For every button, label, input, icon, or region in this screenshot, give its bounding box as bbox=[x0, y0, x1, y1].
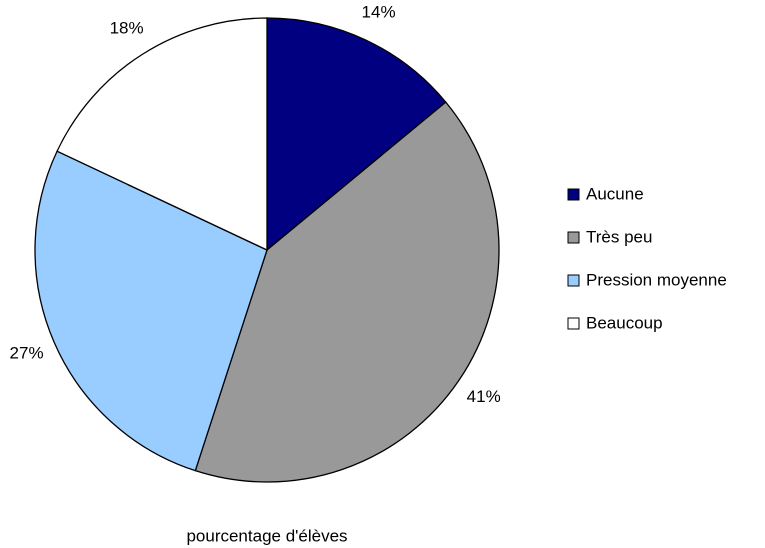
legend-label: Très peu bbox=[586, 227, 652, 246]
legend-label: Pression moyenne bbox=[586, 270, 727, 289]
chart-title: pourcentage d'élèves bbox=[186, 526, 347, 545]
pie-slice bbox=[194, 101, 500, 483]
data-label: 14% bbox=[362, 2, 396, 21]
pie-slice bbox=[34, 150, 268, 472]
data-label: 41% bbox=[467, 387, 501, 406]
legend-label: Aucune bbox=[586, 184, 644, 203]
pie-slice bbox=[56, 17, 268, 252]
data-label: 27% bbox=[10, 344, 44, 363]
legend-swatch bbox=[567, 274, 580, 287]
data-label: 18% bbox=[110, 18, 144, 37]
legend-swatch bbox=[567, 317, 580, 330]
legend-label: Beaucoup bbox=[586, 313, 663, 332]
pie-slice bbox=[266, 17, 447, 252]
legend-swatch bbox=[567, 231, 580, 244]
legend-swatch bbox=[567, 188, 580, 201]
